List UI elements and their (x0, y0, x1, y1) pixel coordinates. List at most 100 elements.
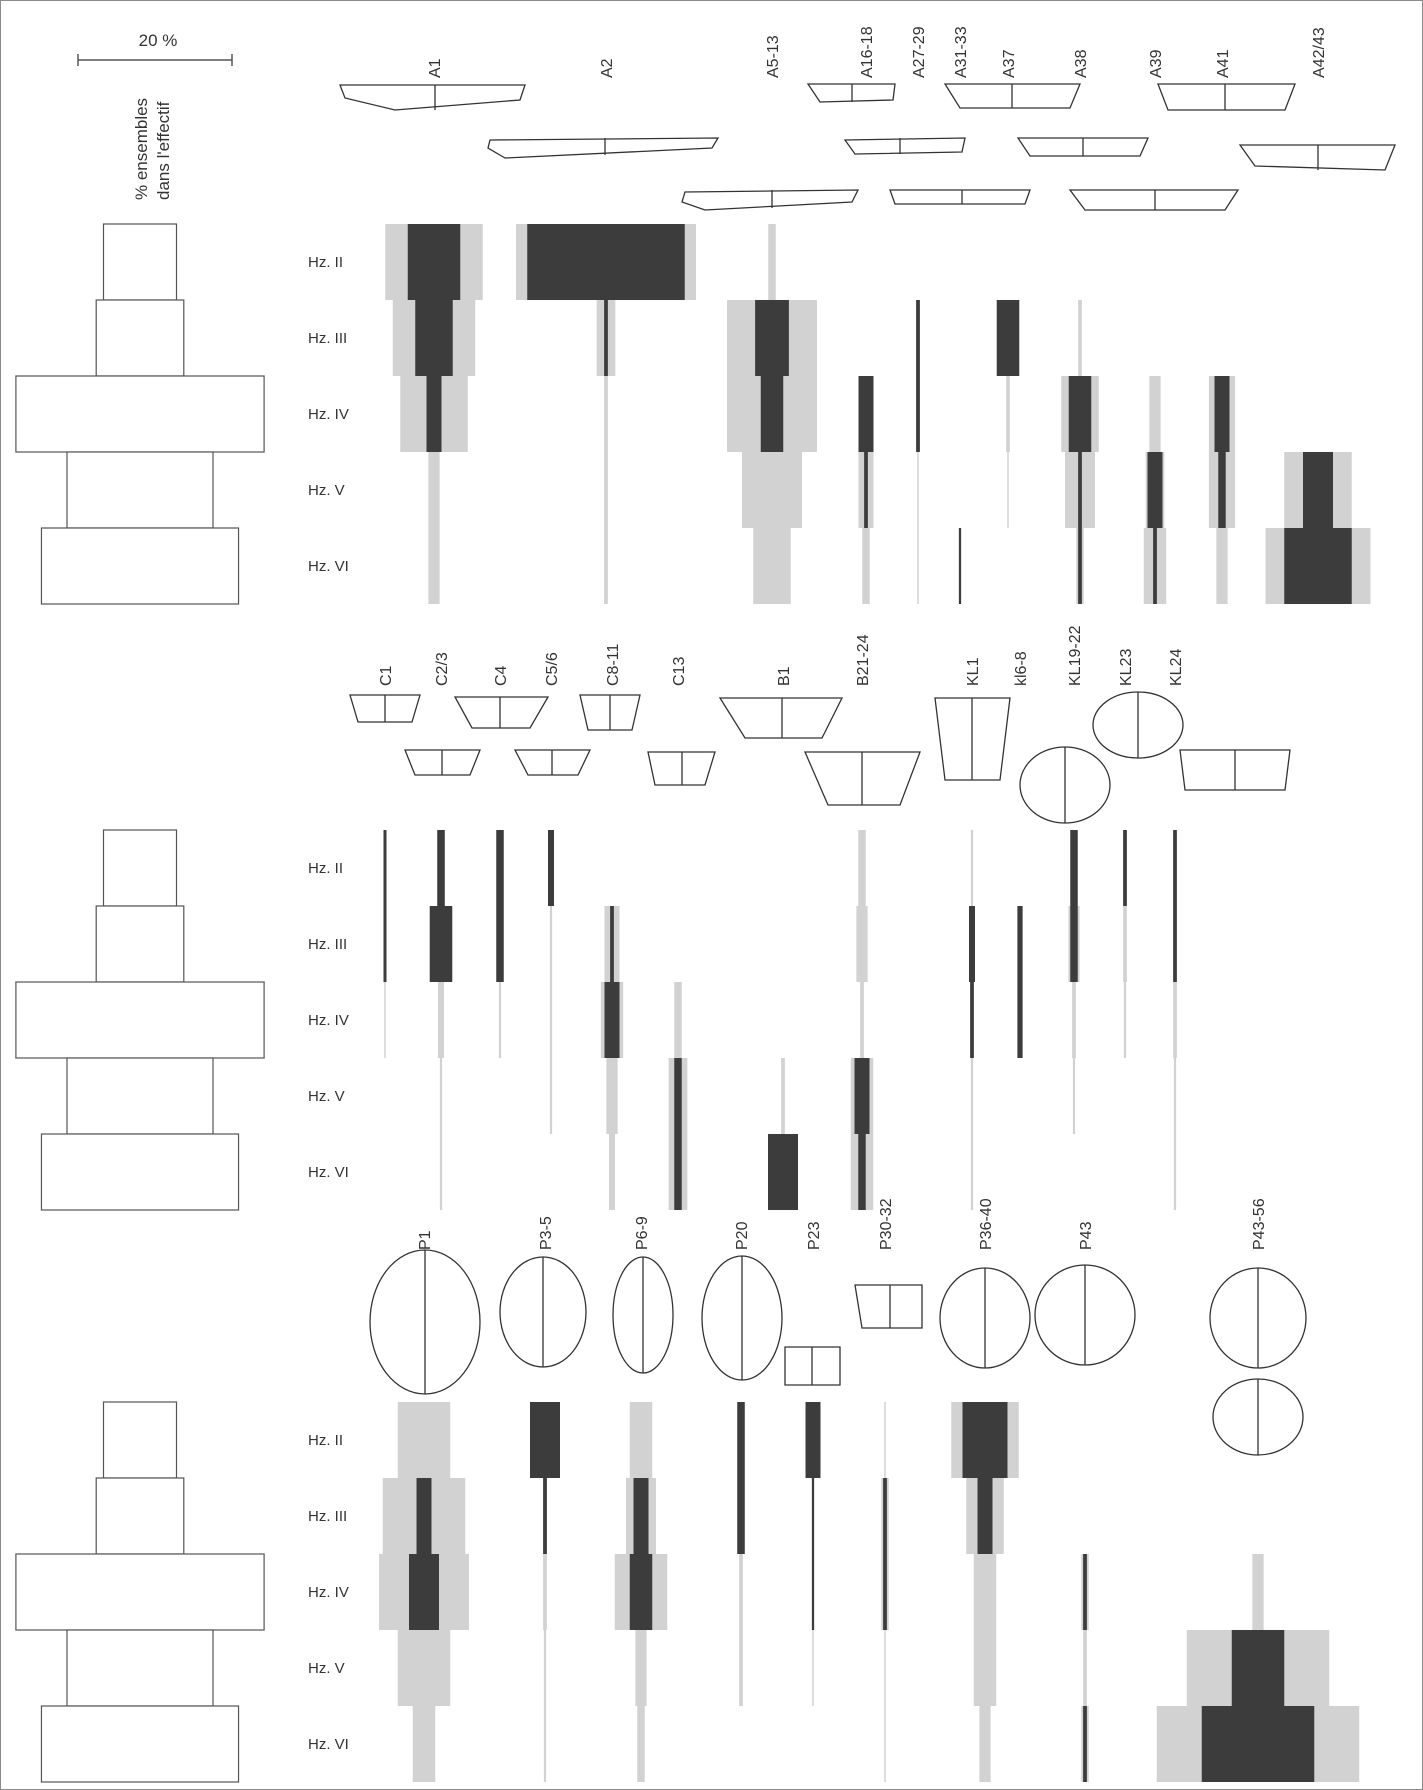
outer-bar (1173, 1058, 1177, 1134)
series-c8-11 (600, 906, 624, 1210)
series-a41 (1208, 376, 1236, 604)
inner-bar (916, 376, 920, 452)
series-a37 (996, 300, 1020, 528)
outer-bar (604, 376, 608, 452)
series-label: C4 (493, 665, 510, 686)
outer-bar (543, 1706, 547, 1782)
series-a38 (1061, 300, 1099, 604)
series-c13 (668, 982, 688, 1210)
inner-bar (737, 1478, 745, 1554)
inner-bar (674, 1058, 682, 1134)
inner-bar (1070, 906, 1078, 982)
series-label: P23 (806, 1221, 823, 1250)
inner-bar (604, 982, 620, 1058)
inner-bar (1078, 452, 1082, 528)
effectif-bar-hzvi (40, 527, 240, 605)
level-label: Hz. II (308, 860, 343, 877)
series-p1 (379, 1402, 469, 1782)
effectif-bar-hziii (95, 299, 185, 377)
series-p23 (805, 1402, 821, 1706)
inner-bar (383, 830, 387, 906)
outer-bar (428, 452, 440, 528)
series-label: KL24 (1168, 649, 1185, 686)
inner-bar (1083, 1706, 1087, 1782)
panel-2: Hz. II Hz. III Hz. IV Hz. V Hz. VI C1 C2/3 C4 C5… (15, 625, 1185, 1211)
series-label: P36-40 (978, 1198, 995, 1250)
series-c5-6 (548, 830, 554, 1134)
series-b1 (768, 1058, 798, 1210)
outer-bar (629, 1402, 653, 1478)
series-label: P1 (417, 1230, 434, 1250)
outer-bar (1072, 1058, 1076, 1134)
inner-bar (737, 1402, 745, 1478)
series-label: P43-56 (1251, 1198, 1268, 1250)
inner-bar (604, 300, 608, 376)
inner-bar (674, 1134, 682, 1210)
inner-bar (805, 1402, 821, 1478)
series-kl6-8 (1017, 906, 1023, 1058)
series-label: KL23 (1118, 649, 1135, 686)
level-label: Hz. II (308, 254, 343, 271)
outer-bar (606, 1058, 618, 1134)
outer-bar (549, 982, 553, 1058)
outer-bar (860, 982, 864, 1058)
vessel-profile-drawings (339, 83, 1396, 1456)
effectif-bar-hziv (15, 1553, 265, 1631)
inner-bar (958, 528, 962, 604)
inner-bar (543, 1478, 547, 1554)
outer-bar (917, 452, 919, 528)
level-label: Hz. III (308, 936, 347, 953)
level-label: Hz. VI (308, 558, 349, 575)
outer-bar (970, 1134, 974, 1210)
series-label: A42/43 (1311, 27, 1328, 78)
axis-title-line2: dans l'effectif (154, 101, 173, 200)
series-label: P3-5 (538, 1216, 555, 1250)
series-label: C1 (378, 665, 395, 686)
outer-bar (856, 906, 868, 982)
effectif-bar-hziv (15, 375, 265, 453)
series-p20 (737, 1402, 745, 1706)
level-label: Hz. V (308, 1660, 345, 1677)
level-label: Hz. IV (308, 1012, 349, 1029)
inner-bar (383, 906, 387, 982)
inner-bar (755, 300, 789, 376)
inner-bar (429, 906, 453, 982)
effectif-bar-hziii (95, 1477, 185, 1555)
inner-bar (970, 982, 974, 1058)
inner-bar (962, 1402, 1008, 1478)
inner-bar (1173, 830, 1177, 906)
inner-bar (527, 224, 685, 300)
series-label: P20 (734, 1221, 751, 1250)
series-p30-32 (881, 1402, 889, 1782)
series-label: A31-33 (953, 26, 970, 78)
series-label: B1 (776, 666, 793, 686)
level-label: Hz. IV (308, 1584, 349, 1601)
inner-bar (760, 376, 784, 452)
outer-bar (428, 528, 440, 604)
series-a39 (1143, 376, 1167, 604)
series-a42-43 (1265, 452, 1371, 604)
outer-bar (742, 452, 802, 528)
outer-bar (397, 1402, 451, 1478)
series-a5-13 (727, 224, 817, 604)
series-label: A27-29 (911, 26, 928, 78)
effectif-bar-hzii (102, 223, 178, 301)
series-label: A38 (1073, 49, 1090, 78)
series-kl19-22 (1068, 830, 1080, 1134)
inner-bar (1083, 1554, 1087, 1630)
inner-bar (883, 1554, 887, 1630)
series-kl24 (1173, 830, 1177, 1210)
inner-bar (916, 300, 920, 376)
level-label: Hz. II (308, 1432, 343, 1449)
outer-bar (1173, 982, 1177, 1058)
inner-bar (409, 1554, 439, 1630)
outer-bar (1083, 1630, 1087, 1706)
outer-bar (1252, 1554, 1264, 1630)
inner-bar (437, 830, 445, 906)
outer-bar (884, 1706, 886, 1782)
outer-bar (862, 528, 870, 604)
effectif-bar-hzv (66, 1629, 214, 1707)
inner-bar (426, 376, 442, 452)
series-label: A41 (1215, 49, 1232, 78)
